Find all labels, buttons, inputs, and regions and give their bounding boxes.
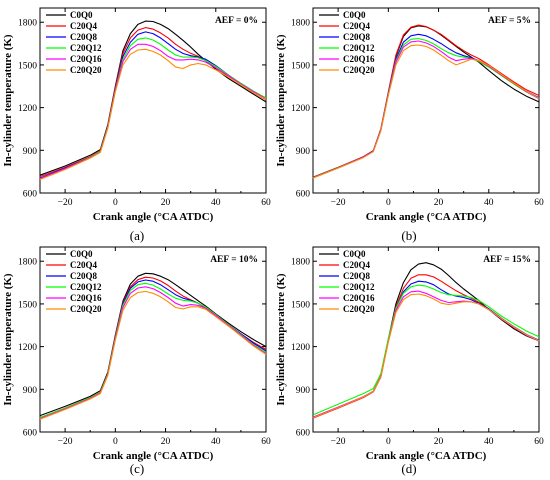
y-tick-label: 1200 (18, 343, 37, 353)
legend-label: C20Q12 (70, 282, 102, 292)
plot-frame (312, 7, 540, 194)
chart-panel-3: −20 0 20 40 60 600 900 1200 1500 1800 Crank angle … (2, 246, 271, 476)
legend-label: C0Q0 (70, 249, 93, 259)
x-tick-label: 40 (211, 437, 221, 447)
legend-label: C0Q0 (343, 249, 366, 259)
legend-label: C20Q8 (70, 32, 98, 42)
y-tick-label: 1200 (291, 343, 310, 353)
x-tick-label: 40 (211, 198, 221, 208)
y-tick-label: 1500 (291, 61, 310, 71)
legend-label: C20Q16 (343, 54, 375, 64)
y-axis-label: In-cylinder temperature (K) (275, 273, 287, 406)
y-tick-label: 600 (23, 190, 38, 200)
y-tick-label: 900 (23, 147, 38, 157)
x-tick-label: 20 (161, 198, 171, 208)
y-tick-label: 900 (23, 386, 38, 396)
legend-label: C20Q20 (343, 304, 375, 314)
legend-label: C20Q4 (343, 260, 371, 270)
x-tick-label: 0 (386, 198, 391, 208)
x-tick-label: 20 (434, 198, 444, 208)
legend-label: C20Q20 (343, 65, 375, 75)
legend-label: C20Q8 (343, 271, 371, 281)
panel-label: (a) (130, 228, 144, 243)
legend-label: C20Q20 (70, 304, 102, 314)
legend-label: C20Q8 (343, 32, 371, 42)
legend-label: C20Q12 (343, 43, 375, 53)
aef-annotation: AEF = 15% (483, 255, 531, 265)
y-tick-label: 1800 (291, 258, 310, 268)
y-axis-label: In-cylinder temperature (K) (2, 34, 14, 167)
series-line-c20q12 (312, 284, 540, 416)
x-tick-label: 40 (484, 437, 494, 447)
legend-label: C20Q8 (70, 271, 98, 281)
x-tick-label: 0 (113, 437, 118, 447)
chart-panel-2: −20 0 20 40 60 600 900 1200 1500 1800 Crank angle … (275, 7, 544, 243)
aef-annotation: AEF = 5% (488, 16, 531, 26)
y-tick-label: 1200 (291, 104, 310, 114)
panel-label: (c) (130, 461, 144, 476)
x-tick-label: −20 (331, 198, 346, 208)
x-tick-label: −20 (58, 198, 73, 208)
y-axis-label: In-cylinder temperature (K) (2, 273, 14, 406)
y-tick-label: 600 (296, 190, 311, 200)
chart-panel-4: −20 0 20 40 60 600 900 1200 1500 1800 Crank angle … (275, 246, 544, 476)
series-line-c20q20 (312, 44, 540, 179)
x-tick-label: 60 (534, 437, 544, 447)
panel-label: (d) (401, 461, 416, 476)
x-tick-label: 0 (386, 437, 391, 447)
legend-label: C20Q16 (70, 293, 102, 303)
legend-label: C0Q0 (343, 10, 366, 20)
y-tick-label: 600 (23, 429, 38, 439)
aef-annotation: AEF = 0% (215, 16, 258, 26)
y-tick-label: 1800 (291, 19, 310, 29)
plot-frame (39, 7, 267, 194)
legend-label: C20Q16 (343, 293, 375, 303)
legend-label: C0Q0 (70, 10, 93, 20)
x-tick-label: 20 (161, 437, 171, 447)
y-tick-label: 900 (296, 386, 311, 396)
x-tick-label: 60 (261, 198, 271, 208)
y-tick-label: 1200 (18, 104, 37, 114)
series-line-c20q20 (312, 293, 540, 419)
y-tick-label: 1800 (18, 258, 37, 268)
x-tick-label: 0 (113, 198, 118, 208)
y-tick-label: 1500 (291, 300, 310, 310)
legend-label: C20Q20 (70, 65, 102, 75)
series-line-c0q0 (39, 272, 267, 417)
y-tick-label: 900 (296, 147, 311, 157)
x-axis-label: Crank angle (°CA ATDC) (93, 211, 214, 223)
plot-frame (312, 246, 540, 433)
x-tick-label: 60 (534, 198, 544, 208)
series-line-c20q20 (39, 290, 267, 420)
y-axis-label: In-cylinder temperature (K) (275, 34, 287, 167)
x-axis-label: Crank angle (°CA ATDC) (366, 211, 487, 223)
legend-label: C20Q4 (70, 21, 98, 31)
y-tick-label: 1800 (18, 19, 37, 29)
legend-label: C20Q4 (343, 21, 371, 31)
y-tick-label: 1500 (18, 61, 37, 71)
x-axis-label: Crank angle (°CA ATDC) (366, 450, 487, 462)
legend-label: C20Q4 (70, 260, 98, 270)
panel-label: (b) (401, 228, 416, 243)
x-tick-label: −20 (58, 437, 73, 447)
legend-label: C20Q16 (70, 54, 102, 64)
x-tick-label: 60 (261, 437, 271, 447)
x-tick-label: 20 (434, 437, 444, 447)
plot-frame (39, 246, 267, 433)
y-tick-label: 1500 (18, 300, 37, 310)
chart-panel-1: −20 0 20 40 60 600 900 1200 1500 1800 Crank angle … (2, 7, 271, 243)
series-line-c20q20 (39, 48, 267, 181)
legend-label: C20Q12 (70, 43, 102, 53)
legend-label: C20Q12 (343, 282, 375, 292)
y-tick-label: 600 (296, 429, 311, 439)
aef-annotation: AEF = 10% (210, 255, 258, 265)
x-tick-label: −20 (331, 437, 346, 447)
x-tick-label: 40 (484, 198, 494, 208)
x-axis-label: Crank angle (°CA ATDC) (93, 450, 214, 462)
